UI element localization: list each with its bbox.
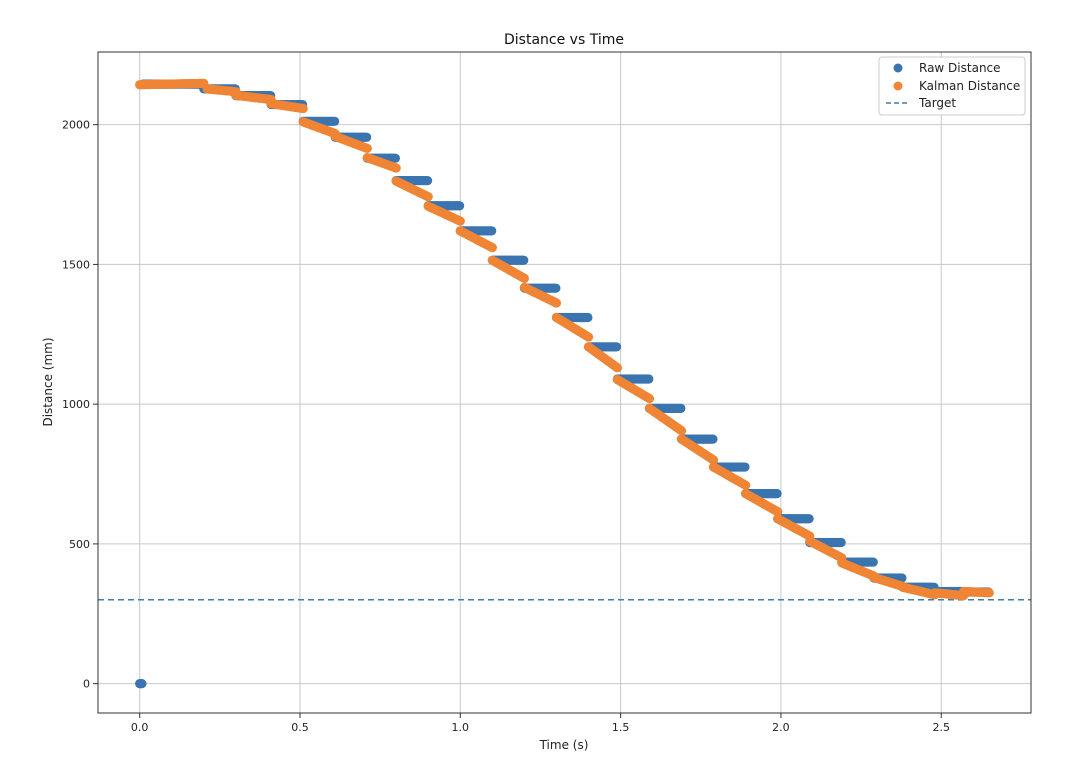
kalman-distance-point bbox=[984, 588, 994, 598]
y-axis-ticks: 0 500 1000 1500 2000 bbox=[62, 119, 98, 691]
raw-distance-point bbox=[868, 557, 878, 567]
raw-distance-point bbox=[740, 462, 750, 472]
raw-distance-point bbox=[644, 374, 654, 384]
kalman-distance-point bbox=[676, 426, 687, 436]
legend-raw-label: Raw Distance bbox=[919, 61, 1001, 75]
kalman-distance-point bbox=[487, 243, 497, 253]
y-axis-label: Distance (mm) bbox=[41, 337, 55, 426]
kalman-distance-series bbox=[135, 78, 994, 601]
kalman-distance-point bbox=[644, 393, 655, 404]
raw-distance-point bbox=[390, 153, 400, 163]
x-tick-label: 1.5 bbox=[612, 721, 630, 734]
chart-title: Distance vs Time bbox=[504, 32, 624, 48]
raw-distance-point bbox=[455, 201, 465, 211]
x-tick-label: 2.5 bbox=[932, 721, 950, 734]
kalman-distance-point bbox=[612, 363, 623, 373]
kalman-distance-point bbox=[773, 507, 783, 517]
raw-distance-point bbox=[487, 226, 497, 236]
kalman-distance-point bbox=[551, 298, 562, 308]
legend-target-label: Target bbox=[918, 96, 956, 110]
raw-distance-point bbox=[772, 488, 782, 499]
y-tick-label: 500 bbox=[69, 538, 90, 551]
raw-distance-point bbox=[897, 573, 907, 583]
raw-distance-point bbox=[330, 116, 340, 126]
kalman-distance-point bbox=[298, 103, 308, 114]
y-tick-label: 1000 bbox=[62, 398, 90, 411]
x-axis-ticks: 0.0 0.5 1.0 1.5 2.0 2.5 bbox=[131, 713, 950, 734]
raw-distance-point bbox=[137, 679, 147, 689]
x-tick-label: 0.5 bbox=[291, 721, 309, 734]
legend-kalman-marker bbox=[893, 81, 903, 91]
raw-distance-point bbox=[422, 175, 433, 186]
kalman-distance-point bbox=[583, 332, 594, 342]
kalman-distance-point bbox=[391, 163, 401, 173]
legend-box bbox=[878, 56, 1026, 116]
legend-kalman-label: Kalman Distance bbox=[919, 79, 1020, 93]
raw-distance-point bbox=[676, 403, 686, 413]
kalman-distance-point bbox=[455, 216, 465, 226]
legend-raw-marker bbox=[893, 63, 903, 73]
y-tick-label: 2000 bbox=[62, 119, 90, 132]
x-tick-label: 2.0 bbox=[772, 721, 790, 734]
raw-distance-point bbox=[583, 312, 593, 323]
kalman-distance-point bbox=[708, 455, 719, 465]
kalman-distance-point bbox=[362, 143, 372, 154]
y-tick-label: 0 bbox=[83, 678, 90, 691]
raw-distance-point bbox=[519, 255, 529, 265]
grid bbox=[98, 52, 1031, 713]
raw-distance-point bbox=[551, 283, 561, 293]
x-axis-label: Time (s) bbox=[539, 738, 589, 752]
raw-distance-point bbox=[612, 342, 622, 352]
raw-distance-point bbox=[804, 514, 814, 524]
x-tick-label: 0.0 bbox=[131, 721, 149, 734]
kalman-distance-point bbox=[741, 480, 751, 490]
raw-distance-point bbox=[708, 434, 718, 444]
kalman-distance-point bbox=[519, 273, 530, 283]
raw-distance-point bbox=[836, 537, 846, 548]
legend: Raw Distance Kalman Distance Target bbox=[878, 56, 1026, 116]
y-tick-label: 1500 bbox=[62, 258, 90, 271]
raw-distance-point bbox=[362, 132, 372, 142]
kalman-distance-point bbox=[423, 192, 433, 202]
plot-area-frame bbox=[97, 51, 1032, 714]
x-tick-label: 1.0 bbox=[452, 721, 470, 734]
